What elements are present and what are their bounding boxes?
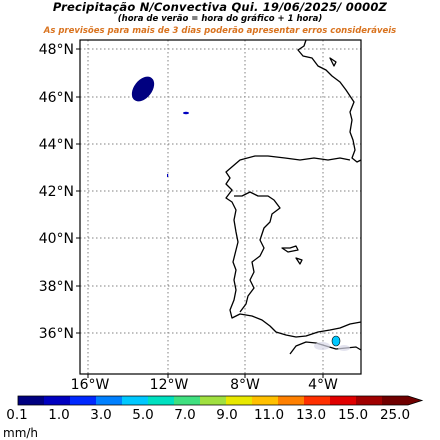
precipitation-cells: [131, 76, 350, 351]
lon-label: 16°W: [71, 377, 110, 393]
lat-label: 46°N: [39, 90, 74, 106]
colorbar-segment: [122, 396, 149, 405]
colorbar-tick-label: 1.0: [48, 407, 70, 423]
colorbar-tick-label: 15.0: [337, 407, 369, 423]
colorbar-tick-label: 25.0: [379, 407, 411, 423]
axis-ticks: [76, 48, 324, 378]
lat-label: 36°N: [39, 326, 74, 342]
precip-cell-large: [131, 76, 155, 102]
colorbar-tick-label: 9.0: [216, 407, 238, 423]
colorbar-extend-arrow: [408, 396, 422, 405]
colorbar-segment: [382, 396, 409, 405]
colorbar-tick-label: 11.0: [253, 407, 285, 423]
colorbar-unit: mm/h: [3, 426, 39, 440]
precip-shade: [314, 342, 330, 350]
colorbar-tick-label: 5.0: [132, 407, 154, 423]
lat-label: 40°N: [39, 231, 74, 247]
precip-shade: [338, 345, 350, 351]
colorbar-tick-label: 13.0: [295, 407, 327, 423]
map-area: [80, 40, 361, 374]
precip-cell-small: [183, 111, 189, 115]
colorbar-tick-label: 7.0: [174, 407, 196, 423]
colorbar-segment: [18, 396, 45, 405]
lat-label: 48°N: [39, 42, 74, 58]
colorbar-segment: [330, 396, 357, 405]
colorbar: [17, 395, 424, 406]
map-frame: [79, 39, 362, 375]
colorbar-segment: [70, 396, 97, 405]
precip-cell-coast: [331, 335, 341, 347]
precip-dot: [167, 174, 169, 177]
colorbar-segment: [174, 396, 201, 405]
forecast-warning: As previsões para mais de 3 dias poderão…: [43, 26, 397, 36]
colorbar-tick-label: 3.0: [90, 407, 112, 423]
colorbar-segment: [200, 396, 227, 405]
colorbar-segment: [226, 396, 253, 405]
lon-label: 4°W: [308, 377, 338, 393]
colorbar-segment: [148, 396, 175, 405]
colorbar-border: [17, 395, 424, 406]
lon-label: 8°W: [230, 377, 260, 393]
lat-label: 44°N: [39, 137, 74, 153]
colorbar-segment: [96, 396, 123, 405]
lon-label: 12°W: [150, 377, 189, 393]
coastlines: [225, 39, 362, 355]
graticule: [80, 40, 361, 374]
chart-subtitle: (hora de verão = hora do gráfico + 1 hor…: [117, 14, 323, 24]
colorbar-segment: [304, 396, 331, 405]
lat-label: 38°N: [39, 279, 74, 295]
lat-label: 42°N: [39, 184, 74, 200]
colorbar-segment: [44, 396, 71, 405]
colorbar-tick-label: 0.1: [6, 407, 28, 423]
colorbar-segment: [278, 396, 305, 405]
chart-title: Precipitação N/Convectiva Qui. 19/06/202…: [52, 0, 388, 14]
colorbar-segment: [252, 396, 279, 405]
colorbar-segment: [356, 396, 383, 405]
